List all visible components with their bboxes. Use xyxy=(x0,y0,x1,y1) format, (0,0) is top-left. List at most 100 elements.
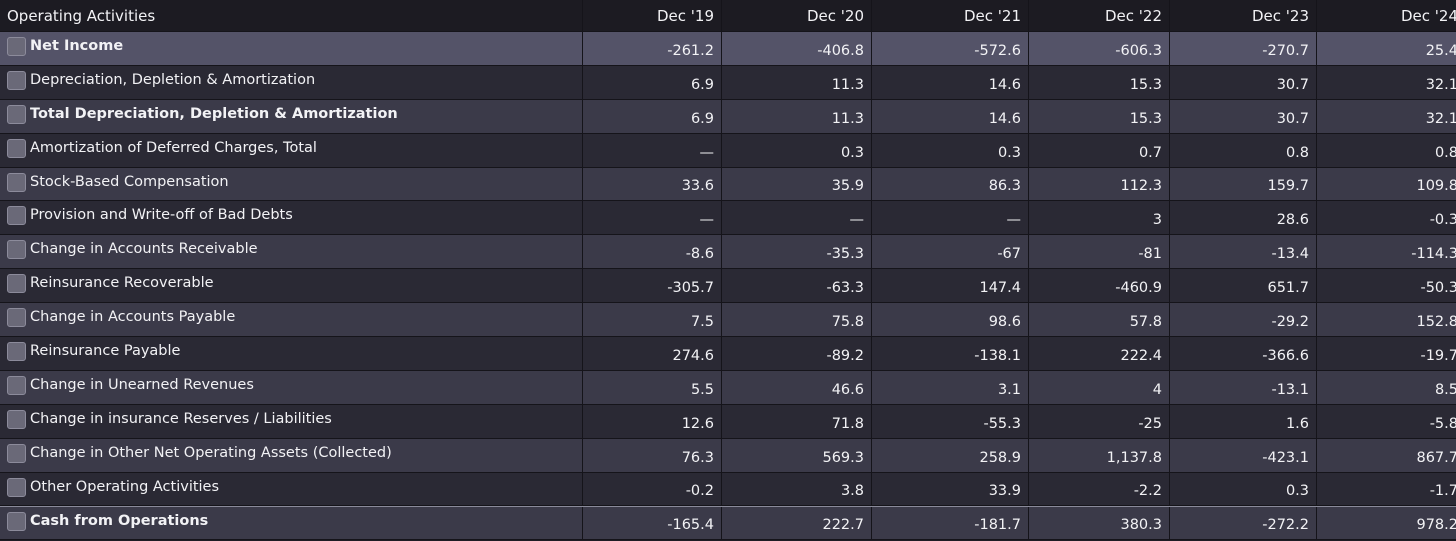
value-cell: 222.7 xyxy=(722,507,872,540)
row-label: Cash from Operations xyxy=(30,512,209,529)
period-header[interactable]: Dec '21 xyxy=(872,0,1029,31)
value-cell: 0.7 xyxy=(1029,133,1170,167)
row-label-cell: Depreciation, Depletion & Amortization xyxy=(0,65,583,99)
value-cell: 3.1 xyxy=(872,370,1029,404)
value-cell: 14.6 xyxy=(872,99,1029,133)
period-header[interactable]: Dec '19 xyxy=(583,0,722,31)
value-cell: — xyxy=(722,201,872,235)
value-cell: 222.4 xyxy=(1029,337,1170,370)
row-checkbox[interactable] xyxy=(7,138,26,158)
row-label-cell: Provision and Write-off of Bad Debts xyxy=(0,201,583,235)
value-cell: 3 xyxy=(1029,201,1170,235)
row-label: Provision and Write-off of Bad Debts xyxy=(30,207,293,224)
row-checkbox[interactable] xyxy=(7,240,26,260)
row-checkbox[interactable] xyxy=(7,172,26,192)
value-cell: -13.1 xyxy=(1170,370,1317,404)
row-checkbox[interactable] xyxy=(7,36,26,56)
section-title: Operating Activities xyxy=(0,0,583,31)
row-label-cell: Change in insurance Reserves / Liabiliti… xyxy=(0,404,583,438)
table-row[interactable]: Change in insurance Reserves / Liabiliti… xyxy=(0,404,1456,439)
row-checkbox[interactable] xyxy=(7,274,26,294)
row-label-cell: Reinsurance Recoverable xyxy=(0,269,583,303)
value-cell: -423.1 xyxy=(1170,438,1317,472)
value-cell: 6.9 xyxy=(583,65,722,99)
table-row[interactable]: Depreciation, Depletion & Amortization 6.… xyxy=(0,65,1456,100)
table-row[interactable]: Reinsurance Payable 274.6 -89.2 -138.1 222.4… xyxy=(0,337,1456,371)
value-cell: 30.7 xyxy=(1170,65,1317,99)
value-cell: -606.3 xyxy=(1029,32,1170,65)
table-row[interactable]: Provision and Write-off of Bad Debts — — —3… xyxy=(0,201,1456,236)
row-checkbox[interactable] xyxy=(7,341,26,361)
value-cell: 5.5 xyxy=(583,370,722,404)
row-label-cell: Amortization of Deferred Charges, Total xyxy=(0,133,583,167)
table-row[interactable]: Amortization of Deferred Charges, Total —… xyxy=(0,133,1456,168)
value-cell: -165.4 xyxy=(583,507,722,540)
value-cell: -35.3 xyxy=(722,235,872,269)
value-cell: 0.3 xyxy=(872,133,1029,167)
row-checkbox[interactable] xyxy=(7,70,26,90)
value-cell: 86.3 xyxy=(872,167,1029,201)
table-row[interactable]: Reinsurance Recoverable -305.7 -63.3 147.4-… xyxy=(0,269,1456,304)
period-header[interactable]: Dec '23 xyxy=(1170,0,1317,31)
value-cell: 98.6 xyxy=(872,303,1029,337)
row-checkbox[interactable] xyxy=(7,308,26,328)
row-checkbox[interactable] xyxy=(7,409,26,429)
row-label-cell: Net Income xyxy=(0,32,583,65)
table-row[interactable]: Other Operating Activities -0.2 3.8 33.9 -2.… xyxy=(0,472,1456,507)
value-cell: 0.8 xyxy=(1170,133,1317,167)
table-row[interactable]: Stock-Based Compensation 33.6 35.9 86.3 112.… xyxy=(0,167,1456,202)
value-cell: 0.3 xyxy=(1170,472,1317,506)
value-cell: 112.3 xyxy=(1029,167,1170,201)
value-cell: -460.9 xyxy=(1029,269,1170,303)
row-label: Change in insurance Reserves / Liabiliti… xyxy=(30,410,332,427)
value-cell: 7.5 xyxy=(583,303,722,337)
row-checkbox[interactable] xyxy=(7,104,26,124)
value-cell: -2.2 xyxy=(1029,472,1170,506)
value-cell: -29.2 xyxy=(1170,303,1317,337)
value-cell: -25 xyxy=(1029,404,1170,438)
value-cell: 75.8 xyxy=(722,303,872,337)
table-row[interactable]: Change in Accounts Payable 7.5 75.8 98.6 57.… xyxy=(0,303,1456,338)
row-label-cell: Change in Accounts Receivable xyxy=(0,235,583,269)
table-row[interactable]: Change in Accounts Receivable -8.6 -35.3 -6… xyxy=(0,235,1456,270)
value-cell: -67 xyxy=(872,235,1029,269)
row-checkbox[interactable] xyxy=(7,477,26,497)
table-row[interactable]: Net Income -261.2 -406.8 -572.6 -606.3 -270.7… xyxy=(0,32,1456,66)
value-cell: 867.7 xyxy=(1416,449,1456,466)
row-label: Change in Other Net Operating Assets (Co… xyxy=(30,444,392,461)
period-header[interactable]: Dec '24 xyxy=(1400,6,1456,25)
table-row[interactable]: Change in Unearned Revenues 5.5 46.6 3.1 4 -1… xyxy=(0,370,1456,405)
value-cell: -8.6 xyxy=(583,235,722,269)
row-label: Change in Accounts Payable xyxy=(30,309,236,326)
row-checkbox[interactable] xyxy=(7,206,26,226)
row-label-cell: Change in Unearned Revenues xyxy=(0,370,583,404)
row-label: Reinsurance Payable xyxy=(30,342,181,359)
row-checkbox[interactable] xyxy=(7,375,26,395)
table-row[interactable]: Change in Other Net Operating Assets (Co… xyxy=(0,438,1456,473)
value-cell: -270.7 xyxy=(1170,32,1317,65)
period-header[interactable]: Dec '22 xyxy=(1029,0,1170,31)
value-cell: 15.3 xyxy=(1029,65,1170,99)
value-cell: 274.6 xyxy=(583,337,722,370)
table-body: Net Income -261.2 -406.8 -572.6 -606.3 -270.7… xyxy=(0,32,1456,541)
row-checkbox[interactable] xyxy=(7,511,26,531)
value-cell: -63.3 xyxy=(722,269,872,303)
value-cell: 33.6 xyxy=(583,167,722,201)
row-label: Other Operating Activities xyxy=(30,478,220,495)
value-cell: 651.7 xyxy=(1170,269,1317,303)
row-checkbox[interactable] xyxy=(7,443,26,463)
value-cell: 109.8 xyxy=(1416,178,1456,195)
table-row[interactable]: Cash from Operations -165.4 222.7 -181.7 380… xyxy=(0,506,1456,541)
row-label-cell: Stock-Based Compensation xyxy=(0,167,583,201)
value-cell: 380.3 xyxy=(1029,507,1170,540)
row-label: Net Income xyxy=(30,37,124,54)
value-cell: 1.6 xyxy=(1170,404,1317,438)
value-cell: -114.3 xyxy=(1411,246,1456,263)
row-label: Change in Accounts Receivable xyxy=(30,241,258,258)
value-cell: — xyxy=(872,201,1029,235)
period-header[interactable]: Dec '20 xyxy=(722,0,872,31)
value-cell: 46.6 xyxy=(722,370,872,404)
value-cell: 14.6 xyxy=(872,65,1029,99)
table-row[interactable]: Total Depreciation, Depletion & Amortiza… xyxy=(0,99,1456,134)
